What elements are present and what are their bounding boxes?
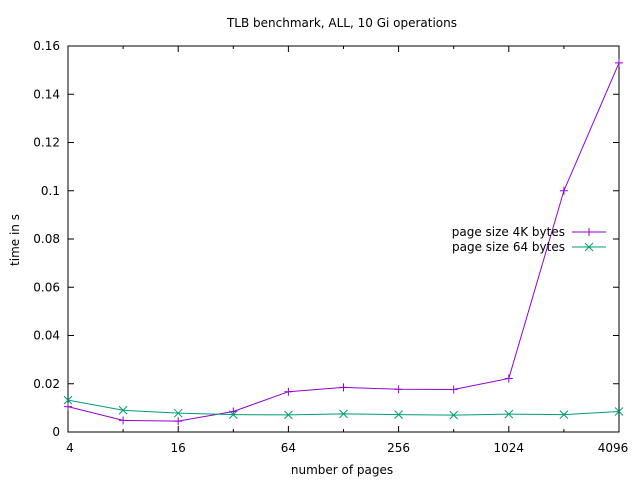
series-layer xyxy=(63,58,624,426)
data-point xyxy=(64,402,72,411)
data-point xyxy=(284,387,293,396)
data-point xyxy=(504,374,513,383)
y-tick-label: 0.08 xyxy=(33,232,60,246)
chart-title: TLB benchmark, ALL, 10 Gi operations xyxy=(226,16,457,30)
data-point xyxy=(449,410,459,420)
data-point xyxy=(119,416,128,425)
data-point xyxy=(339,409,348,419)
legend-marker xyxy=(584,242,594,252)
legend-label: page size 64 bytes xyxy=(452,240,565,254)
series-line xyxy=(67,399,620,416)
data-point xyxy=(559,410,569,419)
data-point xyxy=(504,409,514,419)
y-tick-label: 0.04 xyxy=(33,329,60,343)
data-point xyxy=(559,186,568,195)
data-point xyxy=(394,410,403,419)
y-tick-label: 0.16 xyxy=(33,39,60,53)
plot-frame xyxy=(67,45,620,433)
data-point xyxy=(615,58,623,67)
axis-ticks: 0 0.02 0.04 0.06 0.08 0.1 0.12 0.14 0.16 4 16 64 256… xyxy=(33,39,628,455)
data-point xyxy=(394,385,403,394)
y-tick-label: 0.1 xyxy=(41,184,60,198)
x-tick-label: 4096 xyxy=(598,441,629,455)
y-axis-label: time in s xyxy=(8,214,22,266)
legend-label: page size 4K bytes xyxy=(452,225,565,239)
data-point xyxy=(284,410,293,420)
y-tick-label: 0 xyxy=(52,425,60,439)
data-point xyxy=(174,417,183,426)
data-point xyxy=(228,410,238,419)
data-point xyxy=(614,407,624,416)
legend-marker xyxy=(585,228,593,236)
y-tick-label: 0.06 xyxy=(33,280,60,294)
data-point xyxy=(449,385,458,394)
data-point xyxy=(339,383,348,392)
data-point xyxy=(173,408,183,418)
x-tick-label: 16 xyxy=(171,441,186,455)
y-tick-label: 0.02 xyxy=(33,377,60,391)
x-tick-label: 64 xyxy=(281,441,296,455)
series-2 xyxy=(63,395,624,420)
data-point xyxy=(118,405,128,415)
x-tick-label: 256 xyxy=(387,441,410,455)
y-tick-label: 0.14 xyxy=(33,87,60,101)
y-tick-label: 0.12 xyxy=(33,136,60,150)
x-tick-label: 4 xyxy=(66,441,74,455)
data-point xyxy=(63,395,73,405)
x-tick-label: 1024 xyxy=(494,441,525,455)
x-axis-label: number of pages xyxy=(291,463,393,477)
